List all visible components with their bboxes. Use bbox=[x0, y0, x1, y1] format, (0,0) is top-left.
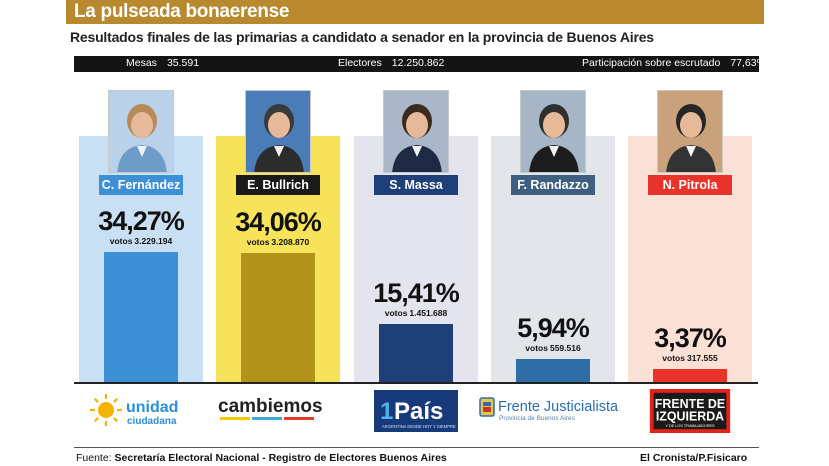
frente-izquierda-logo: FRENTE DE IZQUIERDA Y DE LOS TRABAJADORE… bbox=[649, 389, 731, 433]
stat-participacion-label: Participación sobre escrutado bbox=[582, 57, 721, 69]
bar-value-label: 15,41% bbox=[373, 277, 460, 308]
candidate-photo bbox=[520, 90, 586, 173]
candidate-name-label: F. Randazzo bbox=[511, 175, 595, 195]
votes-count: 3.229.194 bbox=[134, 236, 173, 246]
candidate-name-label: S. Massa bbox=[374, 175, 458, 195]
stat-electores: Electores 12.250.862 bbox=[338, 57, 444, 69]
bar-votes-label: votos 1.451.688 bbox=[354, 308, 478, 318]
bar-votes-label: votos 317.555 bbox=[628, 353, 752, 363]
stat-mesas: Mesas 35.591 bbox=[126, 57, 199, 69]
stat-mesas-label: Mesas bbox=[126, 57, 157, 69]
unidad-ciudadana-logo: unidad ciudadana bbox=[90, 394, 178, 427]
bar-value-label: 3,37% bbox=[654, 323, 727, 354]
votes-prefix: votos bbox=[109, 236, 133, 246]
footer-divider bbox=[74, 447, 759, 448]
stat-participacion: Participación sobre escrutado 77,63% bbox=[582, 57, 766, 69]
unidad-word: unidad bbox=[126, 399, 178, 416]
fj-word: Frente Justicialista bbox=[498, 399, 619, 415]
cambiemos-logo: cambiemos bbox=[218, 396, 323, 420]
title-bar: La pulseada bonaerense bbox=[66, 0, 764, 24]
stat-electores-label: Electores bbox=[338, 57, 382, 69]
chart-baseline bbox=[74, 382, 758, 384]
chart-title: La pulseada bonaerense bbox=[74, 1, 290, 22]
votes-prefix: votos bbox=[384, 307, 408, 318]
candidate-photo bbox=[245, 90, 311, 173]
frente-justicialista-logo: Frente Justicialista Provincia de Buenos… bbox=[479, 397, 619, 422]
bar bbox=[653, 369, 727, 382]
bar bbox=[379, 323, 453, 382]
stat-participacion-value: 77,63% bbox=[730, 57, 766, 69]
bar-value-label: 34,27% bbox=[98, 206, 185, 236]
stat-mesas-value: 35.591 bbox=[166, 57, 200, 69]
votes-prefix: votos bbox=[246, 236, 270, 247]
bar bbox=[516, 359, 590, 382]
bar-votes-label: votos 559.516 bbox=[491, 343, 615, 353]
cambiemos-word: cambiemos bbox=[218, 396, 323, 417]
votes-count: 317.555 bbox=[686, 353, 718, 364]
stat-electores-value: 12.250.862 bbox=[391, 57, 445, 69]
pais-slogan: ARGENTINA DESDE HOY Y SIEMPRE bbox=[382, 424, 456, 429]
bar-votes-label: votos 3.208.870 bbox=[216, 237, 340, 247]
footer-source-label: Fuente: bbox=[76, 452, 112, 464]
votes-count: 1.451.688 bbox=[409, 307, 448, 318]
footer-source: Fuente: Secretaría Electoral Nacional - … bbox=[76, 452, 447, 464]
sun-icon bbox=[90, 394, 122, 426]
candidate-photo bbox=[108, 90, 174, 173]
ciudadana-word: ciudadana bbox=[127, 416, 177, 427]
fit-word-1: FRENTE DE bbox=[655, 397, 725, 411]
votes-prefix: votos bbox=[662, 353, 685, 364]
fj-province: Provincia de Buenos Aires bbox=[499, 415, 576, 422]
candidate-photo bbox=[383, 90, 449, 173]
pais-word: País bbox=[394, 398, 443, 425]
footer-credit: El Cronista/P.Fisicaro bbox=[640, 452, 748, 464]
1pais-logo: 1 País ARGENTINA DESDE HOY Y SIEMPRE bbox=[374, 390, 458, 432]
chart-subtitle: Resultados finales de las primarias a ca… bbox=[70, 29, 654, 45]
candidate-name-label: C. Fernández bbox=[99, 175, 183, 195]
fit-word-3: Y DE LOS TRABAJADORES bbox=[665, 424, 715, 428]
fit-word-2: IZQUIERDA bbox=[656, 410, 724, 424]
candidate-name-label: N. Pitrola bbox=[648, 175, 732, 195]
footer-source-text: Secretaría Electoral Nacional - Registro… bbox=[114, 452, 447, 464]
votes-count: 3.208.870 bbox=[271, 236, 310, 247]
candidate-name-label: E. Bullrich bbox=[236, 175, 320, 195]
shield-icon bbox=[479, 397, 495, 417]
bar-value-label: 34,06% bbox=[235, 206, 322, 237]
bar-value-label: 5,94% bbox=[517, 313, 590, 344]
votes-prefix: votos bbox=[525, 343, 548, 354]
candidate-photo bbox=[657, 90, 723, 173]
bar bbox=[104, 252, 178, 382]
stats-bar: Mesas 35.591 Electores 12.250.862 Particip… bbox=[74, 56, 766, 72]
bar bbox=[241, 252, 315, 382]
pais-number: 1 bbox=[380, 398, 393, 425]
bar-votes-label: votos 3.229.194 bbox=[79, 236, 203, 246]
votes-count: 559.516 bbox=[549, 343, 581, 354]
